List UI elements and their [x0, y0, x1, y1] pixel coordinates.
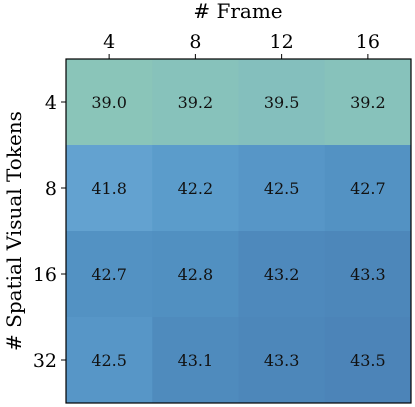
heatmap-cells [66, 59, 412, 404]
heatmap-cell-r1-c4 [324, 59, 412, 146]
y-axis-title: # Spatial Visual Tokens [2, 111, 26, 351]
y-tick-label: 16 [33, 264, 57, 286]
plot-frame [65, 58, 412, 404]
heatmap-cell-r4-c4 [324, 317, 412, 404]
heatmap-cell-labels: 39.0 39.2 39.5 39.2 41.8 42.2 42.5 42.7 42.7 42.8… [91, 93, 385, 370]
cell-value-label: 39.2 [178, 93, 214, 112]
cell-value-label: 43.3 [264, 351, 300, 370]
cell-value-label: 41.8 [91, 179, 127, 198]
x-axis-title: # Frame [193, 0, 282, 23]
heatmap-cell-r3-c2 [152, 231, 239, 318]
cell-value-label: 42.7 [91, 265, 127, 284]
cell-value-label: 43.2 [264, 265, 300, 284]
x-axis-ticks: 4 8 12 16 [103, 31, 380, 59]
x-tick-label: 4 [103, 31, 115, 53]
heatmap-cell-r4-c1 [66, 317, 153, 404]
heatmap-cell-r1-c2 [152, 59, 239, 146]
cell-value-label: 42.5 [91, 351, 127, 370]
x-tick-label: 12 [270, 31, 294, 53]
y-axis-ticks: 4 8 16 32 [33, 92, 66, 372]
heatmap-cell-r3-c1 [66, 231, 153, 318]
heatmap-cell-r4-c3 [238, 317, 326, 404]
heatmap-cell-r2-c3 [238, 145, 326, 232]
x-tick-label: 8 [189, 31, 201, 53]
cell-value-label: 42.7 [350, 179, 386, 198]
heatmap-cell-r3-c3 [238, 231, 326, 318]
x-tick-label: 16 [356, 31, 380, 53]
cell-value-label: 39.5 [264, 93, 300, 112]
heatmap-cell-r2-c1 [66, 145, 153, 232]
cell-value-label: 42.5 [264, 179, 300, 198]
heatmap-cell-r2-c4 [324, 145, 412, 232]
cell-value-label: 43.1 [178, 351, 214, 370]
cell-value-label: 42.8 [178, 265, 214, 284]
heatmap-cell-r1-c3 [238, 59, 326, 146]
heatmap-cell-r3-c4 [324, 231, 412, 318]
cell-value-label: 43.5 [350, 351, 386, 370]
cell-value-label: 39.0 [91, 93, 127, 112]
y-tick-label: 4 [45, 92, 57, 114]
heatmap-cell-r1-c1 [66, 59, 153, 146]
cell-value-label: 43.3 [350, 265, 386, 284]
heatmap-cell-r4-c2 [152, 317, 239, 404]
cell-value-label: 42.2 [178, 179, 214, 198]
y-tick-label: 8 [45, 178, 57, 200]
cell-value-label: 39.2 [350, 93, 386, 112]
heatmap-cell-r2-c2 [152, 145, 239, 232]
y-tick-label: 32 [33, 350, 57, 372]
